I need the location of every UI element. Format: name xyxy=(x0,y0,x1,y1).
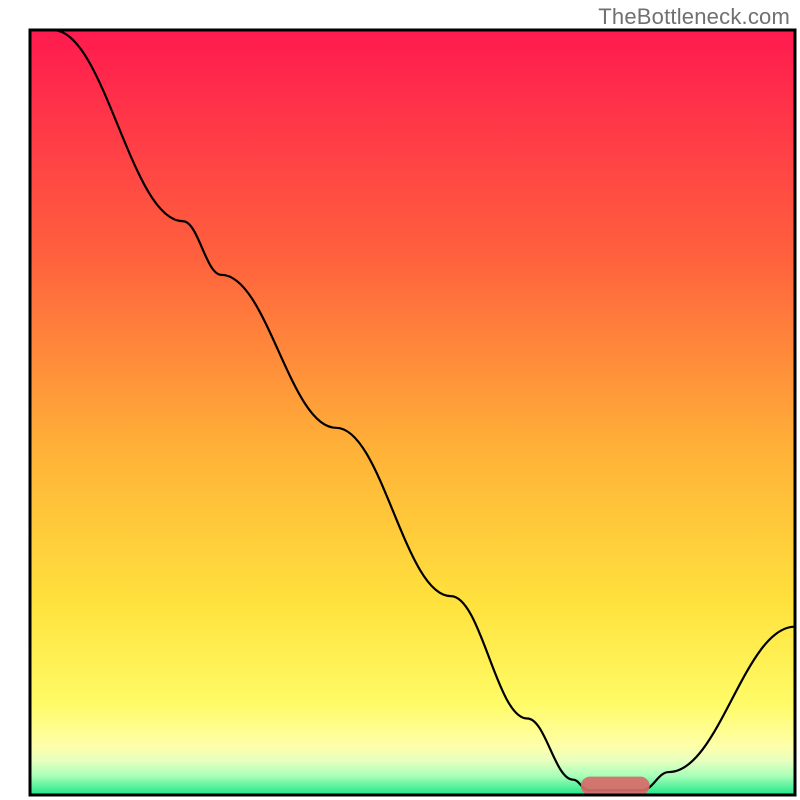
bottleneck-chart xyxy=(0,0,800,800)
chart-container: TheBottleneck.com xyxy=(0,0,800,800)
watermark-text: TheBottleneck.com xyxy=(598,4,790,30)
gradient-background xyxy=(30,30,795,795)
plot-area xyxy=(30,30,795,795)
optimal-marker xyxy=(581,777,650,795)
